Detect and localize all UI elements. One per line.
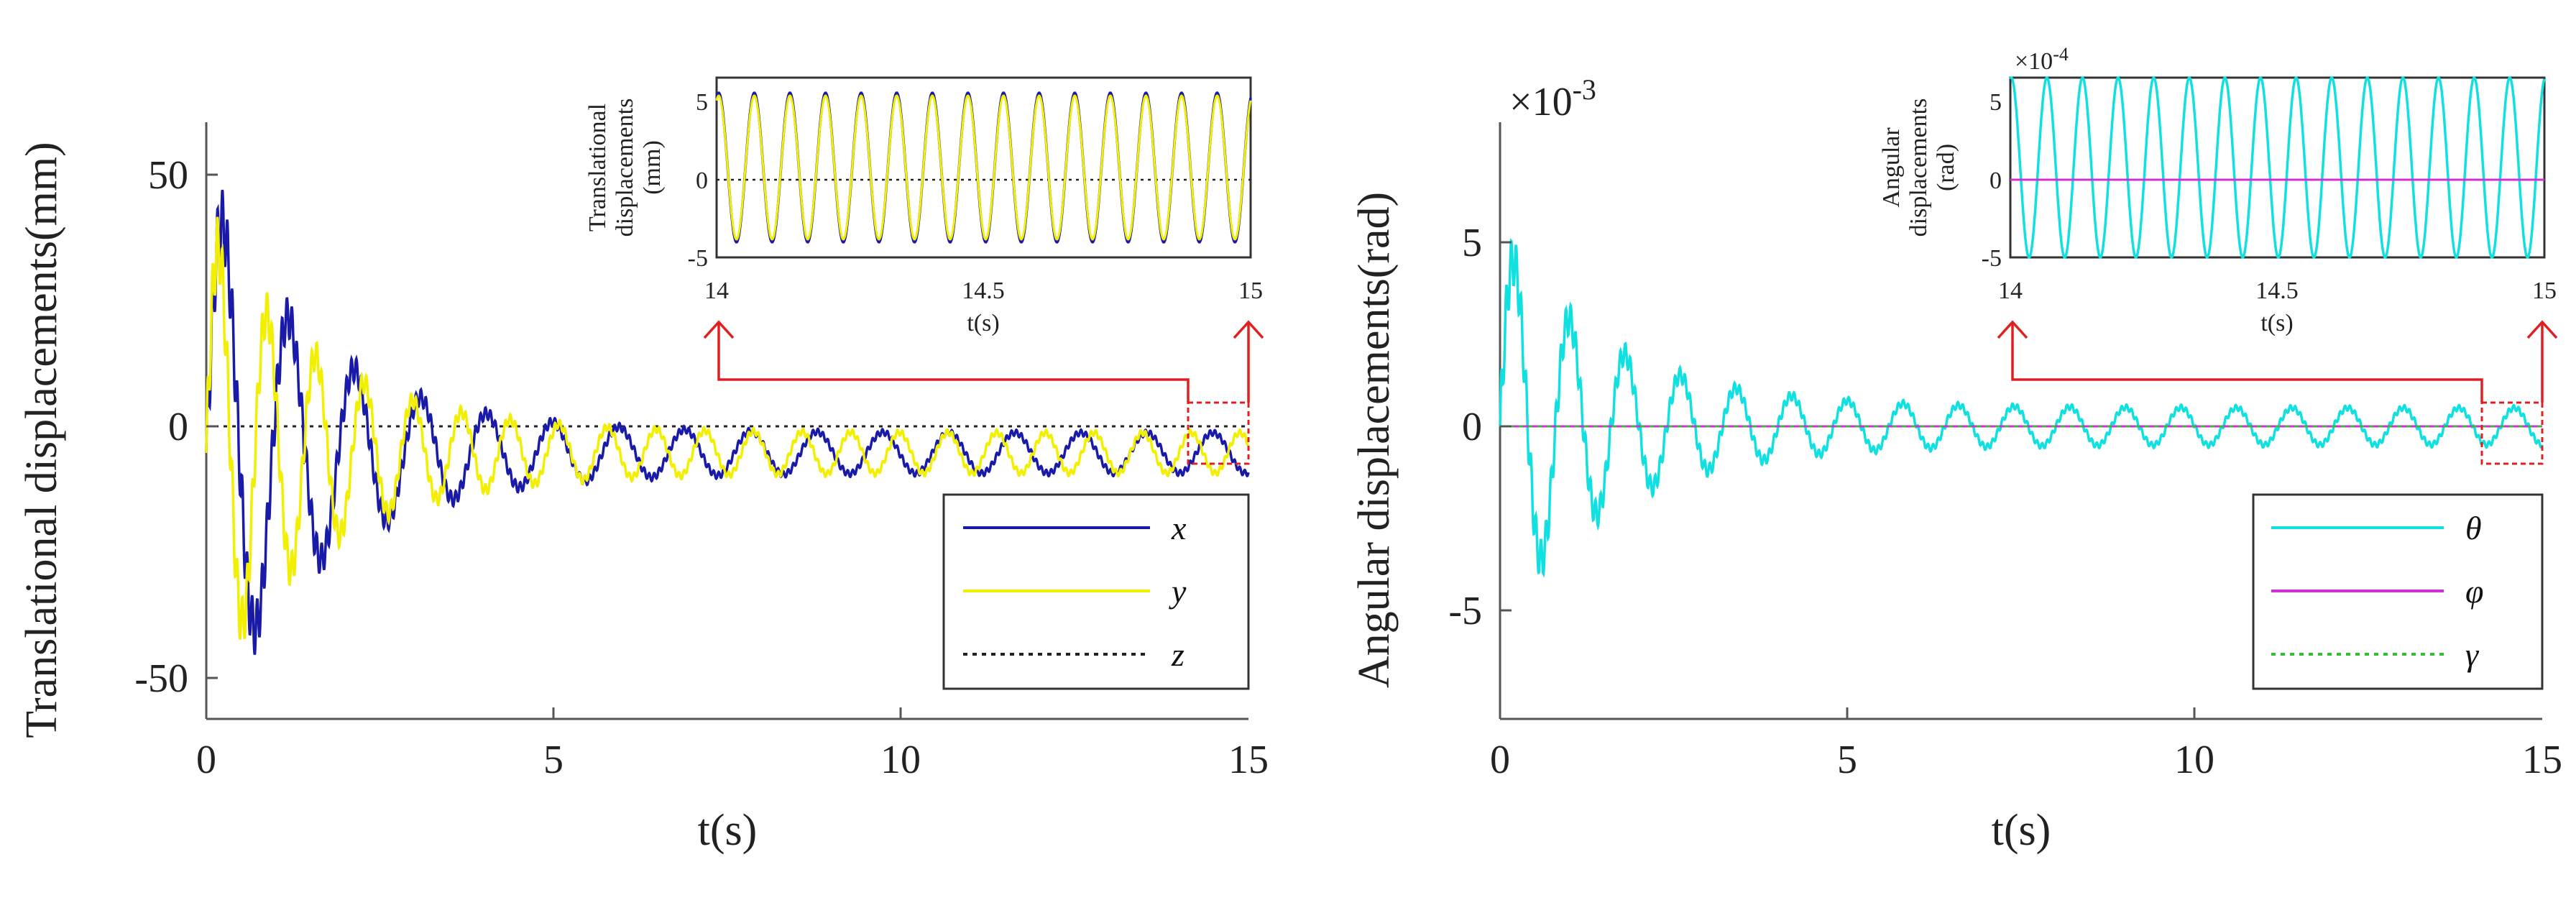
right-y-axis-label: Angular displacements(rad) [1350,192,1399,688]
left-x-axis-label: t(s) [698,806,758,855]
right-series-theta [1499,238,2544,578]
right-inset-ylabel-line: displacements [1905,98,1932,237]
right-zoom-arrow-right [2526,320,2558,339]
left-ytick-label: -50 [134,656,188,701]
right-zoom-arrow-left [1997,320,2028,339]
right-inset-ytick-label: -5 [1982,245,2002,272]
legend-label-phi: φ [2465,573,2483,610]
left-zoom-arrow-left [703,320,735,339]
right-zoom-connector [2011,324,2483,403]
right-scale-label: ×10-3 [1509,73,1596,124]
left-main-plot: 50 0 -50 0 5 10 15 t(s) Translational di… [17,122,1269,855]
left-inset-xtick-label: 15 [1238,278,1263,304]
right-legend: θ φ γ [2252,493,2544,690]
right-zoom-box [2480,401,2544,465]
left-inset-ylabel-line: (mm) [639,140,666,195]
left-zoom-arrow-right [1233,320,1264,339]
legend-label-y: y [1169,573,1187,610]
right-inset-ytick-label: 0 [1990,168,2002,194]
left-ytick-label: 0 [168,405,188,449]
right-inset-frame [2009,76,2546,259]
left-inset: 5 0 -5 14 14.5 15 t(s) Translational dis… [584,76,1263,336]
left-ytick-label: 50 [148,153,188,198]
legend-label-x: x [1171,510,1187,546]
right-xtick-label: 15 [2522,738,2562,782]
left-zoom-box [1187,401,1250,465]
right-inset-ylabel-line: (rad) [1933,144,1959,191]
left-y-axis-label: Translational displacements(mm) [17,142,66,738]
left-inset-ylabel-line: displacements [612,98,638,237]
right-xtick-label: 5 [1837,738,1857,782]
right-x-axis-label: t(s) [1992,806,2051,855]
left-inset-x-label: t(s) [967,310,999,336]
left-zoom-connector [717,324,1190,403]
right-xtick-label: 10 [2174,738,2214,782]
left-xtick-label: 15 [1228,738,1269,782]
left-inset-xtick-label: 14 [704,278,729,304]
right-xtick-label: 0 [1490,738,1510,782]
left-xtick-label: 5 [543,738,564,782]
right-inset-xtick-label: 14 [1998,278,2023,304]
right-inset-x-label: t(s) [2260,310,2293,336]
right-main-plot: 5 0 -5 ×10-3 0 5 10 15 t(s) Angular disp… [1350,73,2562,855]
left-inset-frame [715,76,1252,259]
left-xtick-label: 0 [196,738,216,782]
right-inset-series-theta [2009,76,2546,259]
right-inset-ytick-label: 5 [1990,89,2002,116]
right-inset: ×10-4 5 0 -5 14 14.5 15 t(s) Angular dis… [1878,44,2557,336]
left-series-y [205,216,1250,640]
legend-label-theta: θ [2465,510,2482,546]
left-inset-ytick-label: -5 [688,245,708,272]
left-series-x [205,189,1250,656]
legend-label-gamma: γ [2465,636,2480,673]
left-inset-ytick-label: 0 [696,168,708,194]
left-legend: x y z [942,493,1250,690]
legend-label-z: z [1171,636,1184,673]
right-inset-ylabel-line: Angular [1878,127,1905,208]
right-ytick-label: -5 [1448,589,1482,633]
left-inset-xtick-label: 14.5 [962,278,1005,304]
right-inset-scale-label: ×10-4 [2015,44,2069,75]
right-ytick-label: 0 [1462,405,1482,449]
right-ytick-label: 5 [1462,221,1482,265]
right-inset-xtick-label: 15 [2532,278,2557,304]
left-xtick-label: 10 [880,738,921,782]
left-inset-series-y [715,94,1252,241]
left-inset-ylabel-line: Translational [584,104,611,231]
right-inset-xtick-label: 14.5 [2255,278,2299,304]
left-inset-ytick-label: 5 [696,89,708,116]
